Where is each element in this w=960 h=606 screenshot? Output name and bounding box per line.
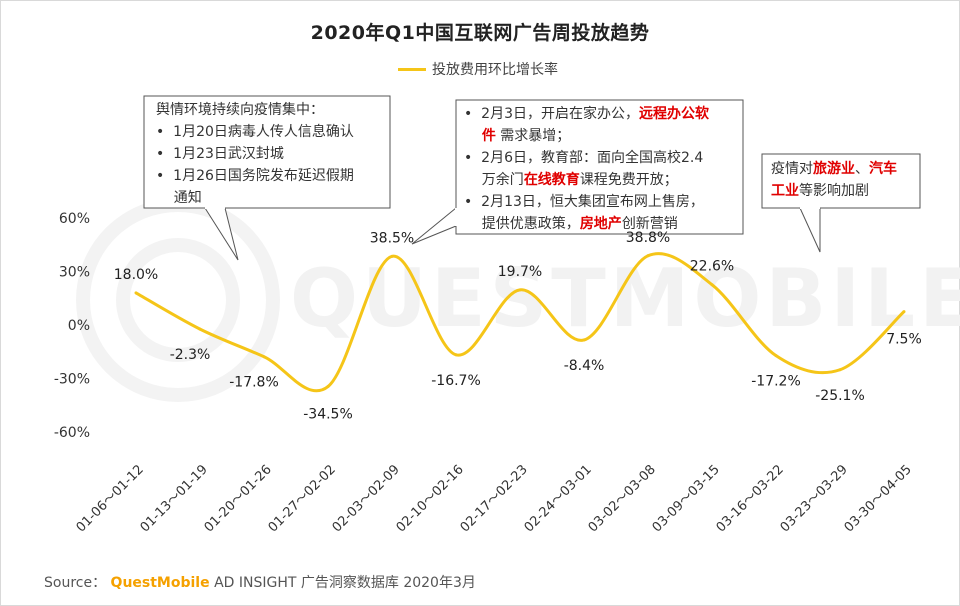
data-label: -16.7%	[431, 373, 481, 389]
data-label: -2.3%	[170, 347, 211, 363]
data-point	[838, 368, 842, 372]
chart-title: 2020年Q1中国互联网广告周投放趋势	[310, 22, 650, 44]
data-label: -17.8%	[229, 375, 279, 391]
x-tick-label: 01-20～01-26	[202, 462, 275, 535]
callout-text-line: • 2月6日，教育部：面向全国高校2.4	[464, 149, 703, 166]
callout-text-line: 件 需求暴增；	[464, 127, 570, 144]
callout-pointer	[411, 206, 457, 245]
data-point	[902, 310, 906, 314]
data-point	[774, 354, 778, 358]
series-line	[135, 252, 906, 393]
data-point	[582, 338, 586, 342]
callout-text-line: • 1月20日病毒人传人信息确认	[156, 123, 354, 140]
callout-text-line: • 1月26日国务院发布延迟假期	[156, 168, 354, 184]
legend-label: 投放费用环比增长率	[432, 62, 558, 78]
callout-text-line: • 1月23日武汉封城	[156, 146, 284, 162]
data-point	[134, 291, 138, 295]
y-tick-label: 60%	[59, 211, 90, 227]
data-point	[262, 355, 266, 359]
x-tick-label: 02-03～02-09	[330, 462, 403, 535]
x-tick-label: 03-09～03-15	[650, 462, 723, 535]
y-tick-label: -60%	[54, 425, 90, 441]
data-point	[198, 327, 202, 331]
legend: 投放费用环比增长率	[398, 59, 558, 79]
legend-line-swatch	[398, 67, 426, 71]
data-point	[454, 353, 458, 357]
x-tick-label: 01-06～01-12	[74, 462, 147, 535]
data-point	[710, 283, 714, 287]
x-tick-label: 03-16～03-22	[714, 462, 787, 535]
x-tick-label: 02-17～02-23	[458, 462, 531, 535]
callout-pointer	[799, 207, 821, 253]
data-label: 7.5%	[886, 332, 922, 348]
x-tick-label: 02-10～02-16	[394, 462, 467, 535]
callout-pointer	[204, 207, 239, 261]
callout-text-line: 舆情环境持续向疫情集中：	[156, 101, 324, 118]
data-label: 22.6%	[690, 259, 734, 275]
data-label: -8.4%	[564, 358, 605, 374]
callout-text-line: 通知	[156, 189, 202, 206]
data-point	[390, 254, 394, 258]
x-tick-label: 03-23～03-29	[778, 462, 851, 535]
annotation-callout: 舆情环境持续向疫情集中： • 1月20日病毒人传人信息确认 • 1月23日武汉封城 •…	[143, 95, 391, 261]
callout-text-line: 提供优惠政策，房地产创新营销	[464, 215, 678, 232]
callout-text-line: 工业等影响加剧	[771, 182, 869, 199]
x-tick-label: 02-24～03-01	[522, 462, 595, 535]
y-tick-label: -30%	[54, 372, 90, 388]
data-label: -25.1%	[815, 388, 865, 404]
callout-text-line: • 2月3日，开启在家办公，远程办公软	[464, 105, 710, 122]
watermark-text: QUESTMOBILE	[290, 252, 960, 345]
source-prefix: Source：	[44, 575, 107, 591]
source-brand: QuestMobile	[110, 575, 210, 591]
data-label: -34.5%	[303, 407, 353, 423]
callout-text-line: 万余门在线教育课程免费开放；	[464, 171, 678, 188]
x-tick-label: 03-30～04-05	[842, 462, 915, 535]
source-suffix: AD INSIGHT 广告洞察数据库 2020年3月	[214, 575, 476, 591]
data-label: -17.2%	[751, 374, 801, 390]
x-tick-label: 01-13～01-19	[138, 462, 211, 535]
annotation-callout: • 2月3日，开启在家办公，远程办公软 件 需求暴增； • 2月6日，教育部：面向…	[411, 99, 744, 245]
data-label: 38.8%	[626, 230, 670, 246]
data-label: 38.5%	[370, 230, 414, 246]
callout-box	[761, 153, 921, 209]
source-note: Source： QuestMobile AD INSIGHT 广告洞察数据库 2…	[44, 572, 476, 592]
data-point	[518, 288, 522, 292]
callout-box	[455, 99, 744, 235]
y-tick-label: 0%	[68, 318, 90, 334]
data-point	[646, 254, 650, 258]
data-label: 19.7%	[498, 264, 542, 280]
data-label: 18.0%	[114, 267, 158, 283]
callout-text-line: 疫情对旅游业、汽车	[771, 160, 897, 177]
y-tick-label: 30%	[59, 265, 90, 281]
callout-box	[143, 95, 391, 209]
x-tick-label: 03-02～03-08	[586, 462, 659, 535]
x-tick-label: 01-27～02-02	[266, 462, 339, 535]
data-point	[326, 385, 330, 389]
callout-text-line: • 2月13日，恒大集团宣布网上售房，	[464, 193, 704, 210]
